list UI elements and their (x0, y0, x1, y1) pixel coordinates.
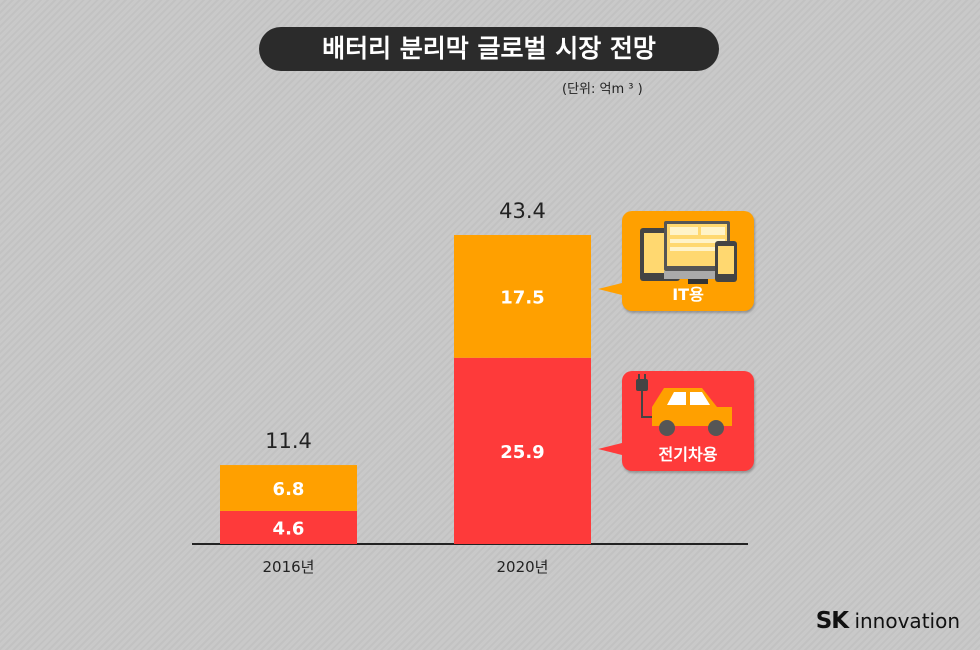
x-tick-label: 2020년 (497, 558, 549, 576)
legend-it-label: IT용 (672, 285, 704, 304)
segment-label: 6.8 (273, 479, 305, 500)
legend-ev: 전기차용 (598, 371, 754, 471)
devices-icon (640, 221, 737, 284)
segment-label: 17.5 (500, 287, 544, 308)
x-tick-label: 2016년 (263, 558, 315, 576)
bar-segment (220, 510, 357, 544)
sk-innovation-logo: SK innovation (815, 608, 960, 634)
electric-car-icon (636, 374, 732, 436)
unit-label: (단위: 억m ³ ) (562, 82, 643, 97)
bar-segment (454, 357, 591, 544)
legend-ev-label: 전기차용 (658, 445, 718, 464)
bar-segment (220, 465, 357, 511)
chart-title: 배터리 분리막 글로벌 시장 전망 (259, 27, 719, 71)
segment-label: 25.9 (500, 442, 544, 463)
segment-label: 4.6 (273, 518, 305, 539)
legend-it: IT용 (598, 211, 754, 311)
total-label: 11.4 (265, 429, 312, 453)
total-label: 43.4 (499, 199, 546, 223)
bar-segment (454, 235, 591, 358)
